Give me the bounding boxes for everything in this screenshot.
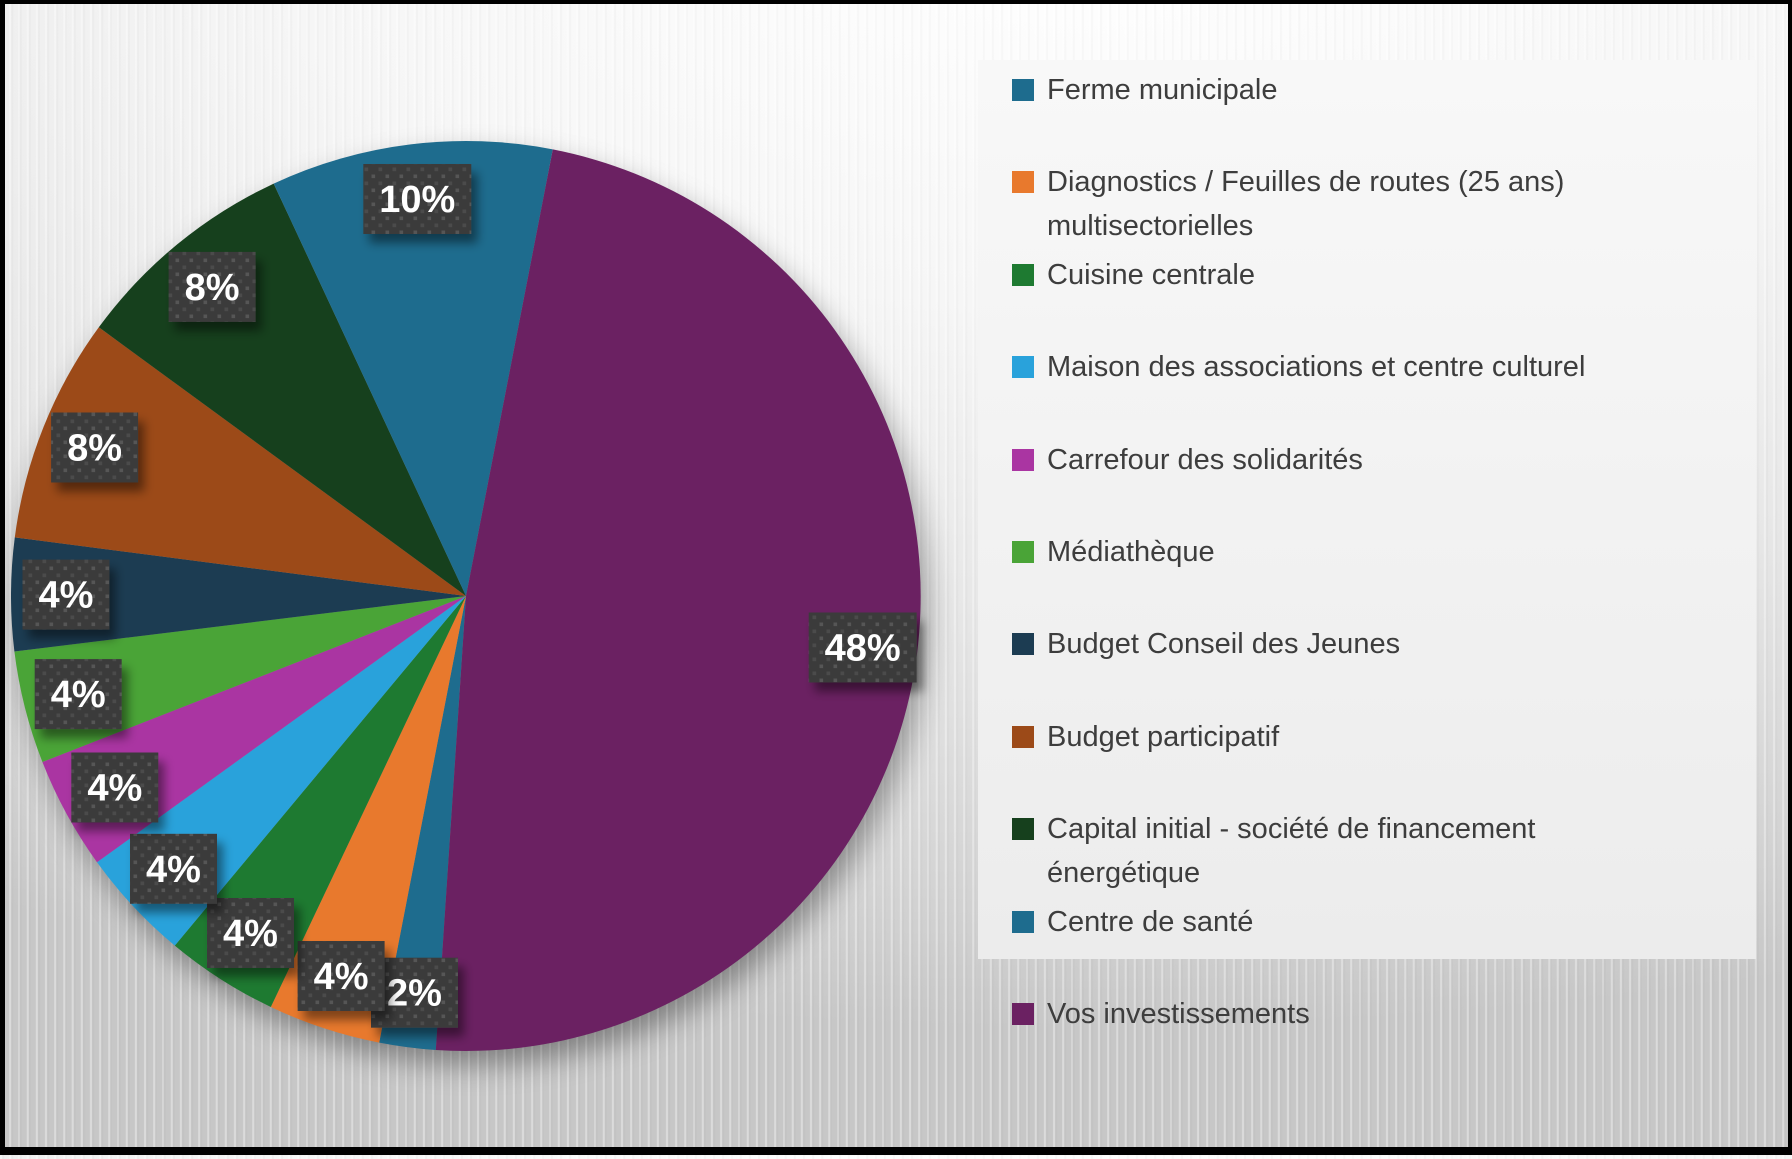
legend-swatch-icon [1012,263,1034,286]
legend-label: Ferme municipale [1047,74,1278,106]
data-label-value: 8% [185,267,240,309]
legend-label: Budget Conseil des Jeunes [1047,628,1401,661]
data-label-value: 4% [87,768,142,810]
legend-item-7: Budget Conseil des Jeunes [1012,622,1712,666]
legend-item-2: Diagnostics / Feuilles de routes (25 ans… [1012,160,1712,248]
pie-data-labels: 2%4%4%4%4%4%4%8%8%10%48% [22,164,917,1028]
data-label-value: 4% [39,575,94,617]
legend-item-10: Centre de santé [1012,900,1712,944]
legend-swatch-icon [1012,725,1034,748]
legend-panel [978,60,1756,959]
data-label-box [363,164,472,234]
pie-slice-2 [270,596,466,1043]
legend-item-4: Maison des associations et centre cultur… [1012,345,1712,389]
legend-label: Vos investissements [1047,998,1310,1030]
data-label-1: 2% [371,957,458,1028]
data-label-value: 2% [387,973,442,1015]
pie-slice-8 [14,327,467,596]
pie-slice-10 [273,141,553,596]
legend-item-6: Médiathèque [1012,530,1712,574]
legend-label: Médiathèque [1047,536,1215,568]
data-label-7: 4% [22,559,110,630]
data-label-value: 4% [146,849,201,891]
data-label-9: 8% [168,251,256,322]
data-label-2: 4% [297,941,385,1011]
legend-item-3: Cuisine centrale [1012,253,1712,297]
data-label-11: 48% [808,612,917,683]
data-label-value: 4% [314,956,369,998]
data-label-box [808,612,917,683]
pie-slice-1 [379,596,466,1050]
data-label-box [51,412,139,483]
data-label-box [22,559,110,630]
legend-item-5: Carrefour des solidarités [1012,438,1712,482]
data-label-8: 8% [51,412,139,483]
data-label-value: 4% [223,913,278,955]
legend-label: Cuisine centrale [1047,258,1255,291]
pie-slices [11,141,921,1051]
legend-label: Carrefour des solidarités [1047,443,1363,476]
legend-item-8: Budget participatif [1012,715,1712,759]
data-label-box [71,752,159,823]
data-label-3: 4% [207,898,294,968]
pie-slice-6 [14,596,467,762]
data-label-value: 4% [51,674,106,716]
data-label-5: 4% [71,752,159,823]
legend-swatch-icon [1012,171,1034,194]
data-label-box [34,659,122,730]
legend-item-11: Vos investissements [1012,992,1712,1036]
data-label-value: 8% [67,428,122,470]
data-label-4: 4% [130,833,217,904]
legend-label: Capital initial - société de financement… [1047,813,1536,890]
pie-slice-7 [11,537,466,652]
legend-label: Diagnostics / Feuilles de routes (25 ans… [1047,166,1565,243]
chart-canvas: 2% 4% 4% 4% 4% 4% 4% 8% 8% 10% 48% Ferme municipal… [5,4,1788,1147]
data-label-box [207,898,294,968]
legend-label: Budget participatif [1047,720,1280,753]
pie-slice-11 [435,149,921,1051]
data-label-box [168,251,256,322]
data-label-6: 4% [34,659,122,730]
legend-swatch-icon [1012,1003,1034,1025]
pie-chart: 2%4%4%4%4%4%4%8%8%10%48% [11,141,921,1051]
legend-label: Centre de santé [1047,905,1254,938]
legend-item-9: Capital initial - société de financement… [1012,807,1712,895]
legend-swatch-icon [1012,818,1034,841]
legend-item-1: Ferme municipale [1012,68,1712,112]
legend-swatch-icon [1012,541,1034,563]
data-label-10: 10% [363,164,472,234]
legend-label: Maison des associations et centre cultur… [1047,351,1586,384]
legend-swatch-icon [1012,910,1034,933]
legend-swatch-icon [1012,79,1034,101]
data-label-box [130,833,217,904]
legend-swatch-icon [1012,356,1034,379]
legend-swatch-icon [1012,448,1034,471]
data-label-value: 10% [379,179,455,221]
data-label-value: 48% [825,628,901,670]
legend-swatch-icon [1012,633,1034,656]
data-label-box [371,957,458,1028]
data-label-box [297,941,385,1011]
